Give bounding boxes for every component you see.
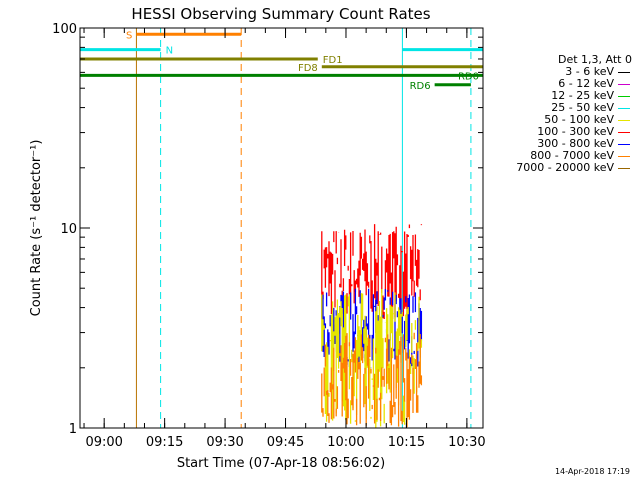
x-tick-label: 10:15 — [388, 435, 425, 450]
legend-swatch — [618, 95, 630, 97]
legend-item-label: 300 - 800 keV — [537, 137, 614, 150]
legend-item-label: 800 - 7000 keV — [530, 149, 614, 162]
legend-item-label: 6 - 12 keV — [558, 77, 614, 90]
legend-item: 3 - 6 keV — [500, 66, 632, 78]
legend-item-label: 12 - 25 keV — [551, 89, 614, 102]
series-trace — [321, 224, 423, 320]
flag-label: RD6 — [410, 81, 431, 92]
legend-item-label: 100 - 300 keV — [537, 125, 614, 138]
flag-label: FD8 — [298, 63, 318, 74]
axes: 09:00 09:15 09:30 09:45 10:00 10:15 10:30 1 10 10… — [52, 22, 485, 450]
legend-swatch — [618, 107, 630, 109]
legend-swatch — [618, 71, 630, 73]
x-tick-label: 10:30 — [448, 435, 485, 450]
legend-item: 25 - 50 keV — [500, 102, 632, 114]
legend-item: 800 - 7000 keV — [500, 150, 632, 162]
flag-label: FD1 — [323, 55, 343, 66]
legend-title: Det 1,3, Att 0 — [558, 53, 632, 66]
legend-item: 100 - 300 keV — [500, 126, 632, 138]
legend-item-label: 7000 - 20000 keV — [516, 161, 614, 174]
legend: Det 1,3, Att 0 3 - 6 keV 6 - 12 keV 12 - 2… — [500, 54, 632, 174]
legend-swatch — [618, 83, 630, 85]
legend-item: 50 - 100 keV — [500, 114, 632, 126]
y-tick-label: 1 — [69, 422, 77, 437]
x-tick-label: 09:45 — [267, 435, 304, 450]
flag-label: S — [126, 30, 132, 41]
legend-swatch — [618, 131, 630, 133]
x-tick-label: 10:00 — [327, 435, 364, 450]
legend-item: 6 - 12 keV — [500, 78, 632, 90]
legend-swatch — [618, 167, 630, 169]
legend-swatch — [618, 119, 630, 121]
legend-item-label: 50 - 100 keV — [544, 113, 614, 126]
y-tick-label: 10 — [60, 222, 77, 237]
legend-item: 300 - 800 keV — [500, 138, 632, 150]
legend-swatch — [618, 155, 630, 157]
flag-bars: S N FD1 FD8 RD0 RD6 — [80, 30, 483, 92]
x-tick-label: 09:30 — [206, 435, 243, 450]
x-axis-label: Start Time (07-Apr-18 08:56:02) — [177, 456, 385, 471]
y-tick-label: 100 — [52, 22, 77, 37]
series-layer — [321, 224, 423, 428]
legend-item: 12 - 25 keV — [500, 90, 632, 102]
legend-swatch — [618, 143, 630, 145]
flag-label: RD0 — [458, 71, 479, 82]
flag-label: N — [166, 46, 173, 57]
y-axis-label: Count Rate (s⁻¹ detector⁻¹) — [29, 140, 44, 317]
legend-item-label: 25 - 50 keV — [551, 101, 614, 114]
chart-title: HESSI Observing Summary Count Rates — [131, 5, 430, 23]
x-tick-label: 09:00 — [85, 435, 122, 450]
legend-item: 7000 - 20000 keV — [500, 162, 632, 174]
legend-item-label: 3 - 6 keV — [565, 65, 614, 78]
x-tick-label: 09:15 — [146, 435, 183, 450]
series-trace — [321, 332, 423, 428]
timestamp: 14-Apr-2018 17:19 — [554, 467, 630, 476]
